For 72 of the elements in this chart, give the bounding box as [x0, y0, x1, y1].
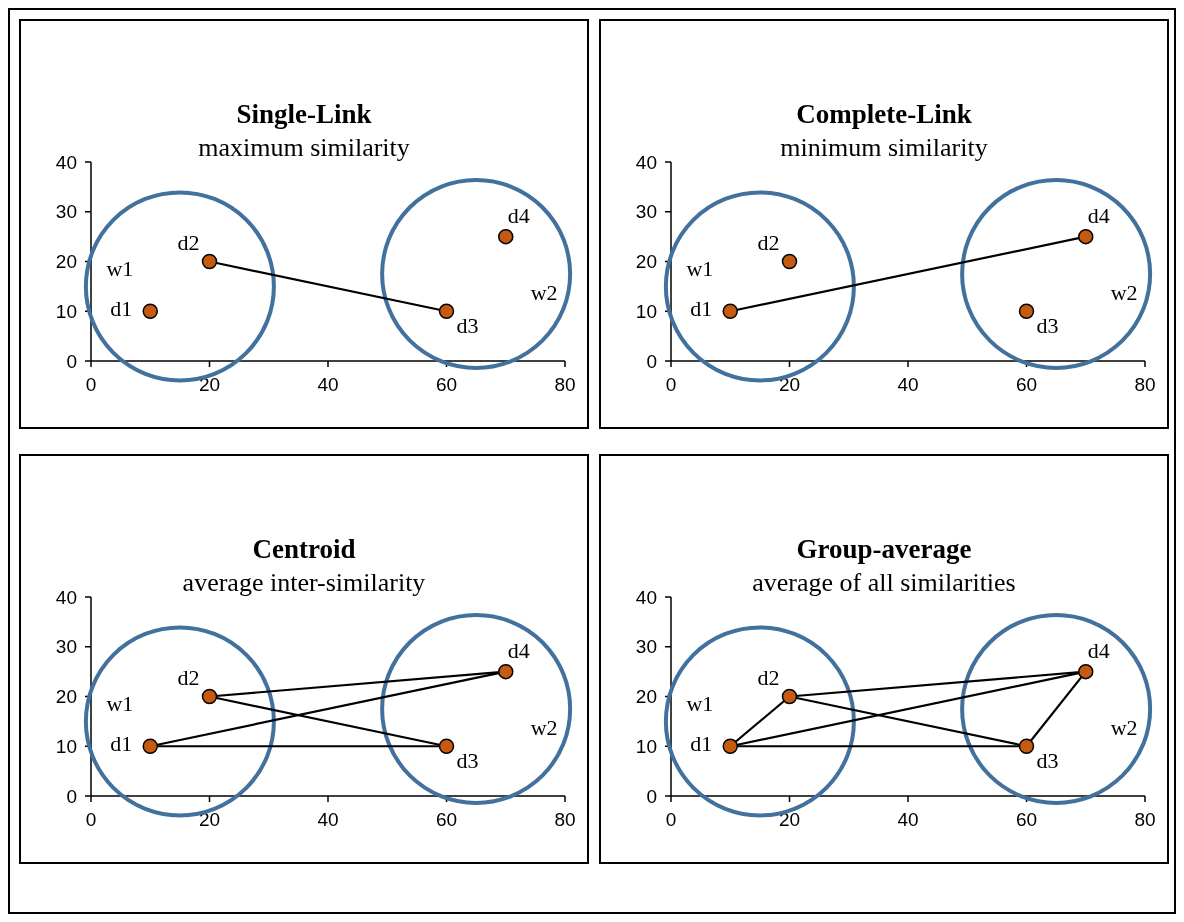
x-tick-label: 0 [665, 809, 677, 830]
y-tick-label: 0 [66, 785, 77, 807]
y-tick-label: 20 [55, 251, 77, 273]
data-label: d1 [690, 731, 713, 757]
x-tick-label: 40 [317, 809, 339, 830]
y-tick-label: 40 [635, 586, 657, 608]
x-tick-label: 0 [85, 374, 97, 395]
y-tick-label: 0 [66, 350, 77, 372]
x-tick-label: 80 [554, 374, 576, 395]
data-label: d3 [1036, 313, 1059, 339]
y-tick-label: 30 [55, 636, 77, 658]
x-tick-label: 60 [435, 374, 458, 395]
x-tick-label: 80 [1134, 809, 1156, 830]
x-tick-label: 40 [317, 374, 339, 395]
data-label: d4 [507, 637, 530, 663]
data-label: d1 [110, 296, 133, 322]
annotation: w2 [1110, 279, 1138, 305]
data-label: d2 [757, 664, 780, 690]
x-tick-label: 20 [198, 809, 221, 830]
y-tick-label: 20 [635, 251, 657, 273]
data-label: d3 [456, 748, 479, 774]
y-tick-label: 10 [55, 735, 77, 757]
y-tick-label: 40 [55, 151, 77, 173]
data-label: d3 [456, 313, 479, 339]
data-label: d3 [1036, 748, 1059, 774]
y-tick-label: 20 [55, 686, 77, 708]
y-tick-label: 10 [635, 735, 657, 757]
chart-title: Group-average [796, 534, 972, 564]
annotation: w1 [106, 256, 134, 282]
chart-title: Single-Link [236, 99, 372, 129]
chart-subtitle: maximum similarity [198, 133, 410, 162]
y-tick-label: 20 [635, 686, 657, 708]
data-label: d2 [177, 664, 200, 690]
y-tick-label: 30 [635, 201, 657, 223]
y-tick-label: 30 [635, 636, 657, 658]
data-label: d4 [1087, 202, 1110, 228]
chart-subtitle: average of all similarities [752, 568, 1016, 597]
x-tick-label: 20 [778, 374, 801, 395]
y-tick-label: 10 [55, 300, 77, 322]
x-tick-label: 80 [1134, 374, 1156, 395]
y-tick-label: 40 [635, 151, 657, 173]
annotation: w2 [1110, 714, 1138, 740]
x-tick-label: 80 [554, 809, 576, 830]
x-tick-label: 0 [85, 809, 97, 830]
x-tick-label: 20 [198, 374, 221, 395]
x-tick-label: 20 [778, 809, 801, 830]
data-label: d1 [690, 296, 713, 322]
chart-subtitle: minimum similarity [780, 133, 988, 162]
y-tick-label: 30 [55, 201, 77, 223]
annotation: w2 [530, 279, 558, 305]
annotation: w2 [530, 714, 558, 740]
data-label: d4 [1087, 637, 1110, 663]
chart-title: Complete-Link [796, 99, 972, 129]
x-tick-label: 60 [1015, 809, 1038, 830]
data-label: d1 [110, 731, 133, 757]
y-tick-label: 10 [635, 300, 657, 322]
data-label: d4 [507, 202, 530, 228]
x-tick-label: 60 [1015, 374, 1038, 395]
data-label: d2 [177, 229, 200, 255]
chart-subtitle: average inter-similarity [182, 568, 426, 597]
x-tick-label: 40 [897, 374, 919, 395]
annotation: w1 [686, 256, 714, 282]
x-tick-label: 40 [897, 809, 919, 830]
x-tick-label: 60 [435, 809, 458, 830]
y-tick-label: 40 [55, 586, 77, 608]
data-label: d2 [757, 229, 780, 255]
x-tick-label: 0 [665, 374, 677, 395]
annotation: w1 [686, 691, 714, 717]
y-tick-label: 0 [646, 785, 657, 807]
chart-title: Centroid [252, 534, 356, 564]
y-tick-label: 0 [646, 350, 657, 372]
annotation: w1 [106, 691, 134, 717]
